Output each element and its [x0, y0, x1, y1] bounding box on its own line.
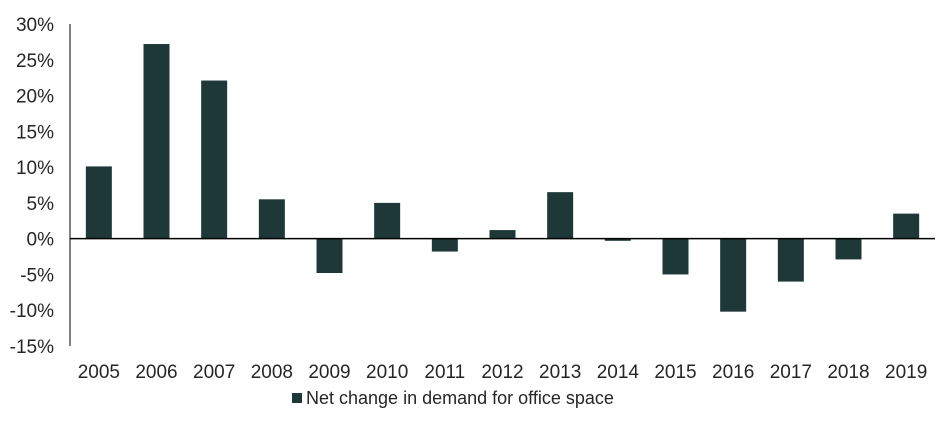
legend-label: Net change in demand for office space [306, 388, 614, 408]
x-tick-label: 2005 [78, 362, 120, 383]
x-tick-label: 2011 [424, 362, 465, 383]
y-tick-label: 20% [16, 87, 54, 108]
y-tick-label: 5% [27, 194, 55, 215]
bar-2005 [85, 166, 112, 239]
y-tick-label: 25% [16, 51, 54, 72]
bar-2015 [662, 238, 689, 275]
y-tick-label: 10% [16, 158, 54, 179]
x-tick-label: 2013 [539, 362, 581, 383]
bar-2014 [604, 238, 631, 241]
x-tick-label: 2006 [135, 362, 177, 383]
bar-2017 [777, 238, 804, 282]
x-tick-label: 2009 [308, 362, 350, 383]
legend: Net change in demand for office space [292, 388, 614, 408]
x-tick-label: 2015 [654, 362, 696, 383]
bar-2018 [835, 238, 862, 260]
bar-2011 [431, 238, 458, 252]
bar-2016 [720, 238, 747, 312]
y-tick-label: -15% [10, 337, 54, 358]
bar-2008 [258, 199, 285, 239]
y-tick-label: 15% [16, 122, 54, 143]
legend-swatch [292, 393, 302, 403]
x-tick-label: 2014 [597, 362, 640, 383]
y-tick-label: 30% [16, 15, 54, 36]
x-tick-label: 2008 [251, 362, 293, 383]
x-tick-label: 2007 [193, 362, 235, 383]
x-tick-label: 2010 [366, 362, 408, 383]
x-tick-label: 2016 [712, 362, 754, 383]
x-tick-label: 2012 [481, 362, 523, 383]
y-tick-label: -10% [10, 301, 54, 322]
x-tick-label: 2019 [885, 362, 927, 383]
bar-2009 [316, 238, 343, 274]
y-tick-label: 0% [27, 230, 55, 251]
x-tick-label: 2017 [770, 362, 812, 383]
bar-2010 [374, 202, 401, 239]
bar-2007 [201, 80, 228, 239]
y-tick-label: -5% [20, 265, 54, 286]
bar-2012 [489, 230, 516, 239]
bar-2019 [893, 213, 920, 239]
bar-2006 [143, 44, 170, 239]
bar-2013 [547, 192, 574, 239]
x-tick-label: 2018 [827, 362, 869, 383]
